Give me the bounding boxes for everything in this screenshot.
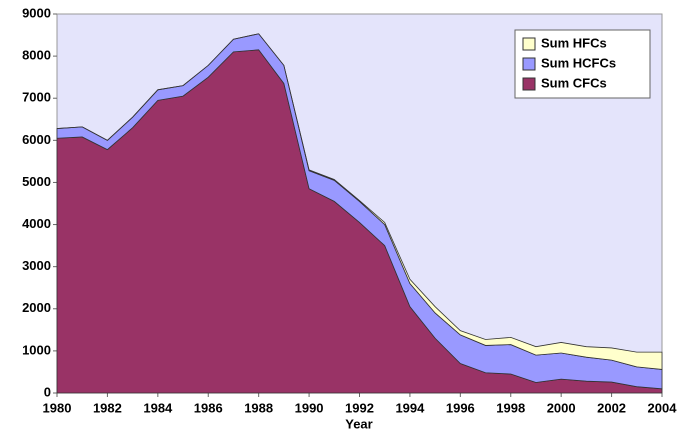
x-tick-label: 1986: [194, 400, 223, 415]
x-tick-label: 1988: [244, 400, 273, 415]
x-tick-label: 1990: [295, 400, 324, 415]
x-tick-label: 1998: [496, 400, 525, 415]
x-tick-label: 2000: [547, 400, 576, 415]
legend-label: Sum CFCs: [541, 75, 607, 90]
y-tick-label: 8000: [22, 48, 51, 63]
y-tick-label: 0: [44, 384, 51, 399]
y-tick-label: 5000: [22, 174, 51, 189]
y-tick-label: 9000: [22, 5, 51, 20]
legend-swatch: [522, 57, 536, 71]
legend-label: Sum HCFCs: [541, 55, 616, 70]
x-tick-label: 1992: [345, 400, 374, 415]
legend-swatch: [522, 37, 536, 51]
x-tick-label: 1980: [43, 400, 72, 415]
x-tick-label: 2002: [597, 400, 626, 415]
y-tick-label: 6000: [22, 132, 51, 147]
y-tick-label: 7000: [22, 90, 51, 105]
area: [56, 33, 663, 370]
x-tick-label: 1984: [143, 400, 173, 415]
legend-box: [514, 29, 651, 99]
x-tick-label: 2004: [648, 400, 678, 415]
legend-swatch: [522, 77, 536, 91]
x-axis-label: Year: [345, 416, 372, 431]
legend-label: Sum HFCs: [541, 35, 607, 50]
y-tick-label: 3000: [22, 258, 51, 273]
y-tick-label: 4000: [22, 216, 51, 231]
x-tick-label: 1982: [93, 400, 122, 415]
y-tick-label: 1000: [22, 342, 51, 357]
x-tick-label: 1994: [395, 400, 425, 415]
x-tick-label: 1996: [446, 400, 475, 415]
y-tick-label: 2000: [22, 300, 51, 315]
